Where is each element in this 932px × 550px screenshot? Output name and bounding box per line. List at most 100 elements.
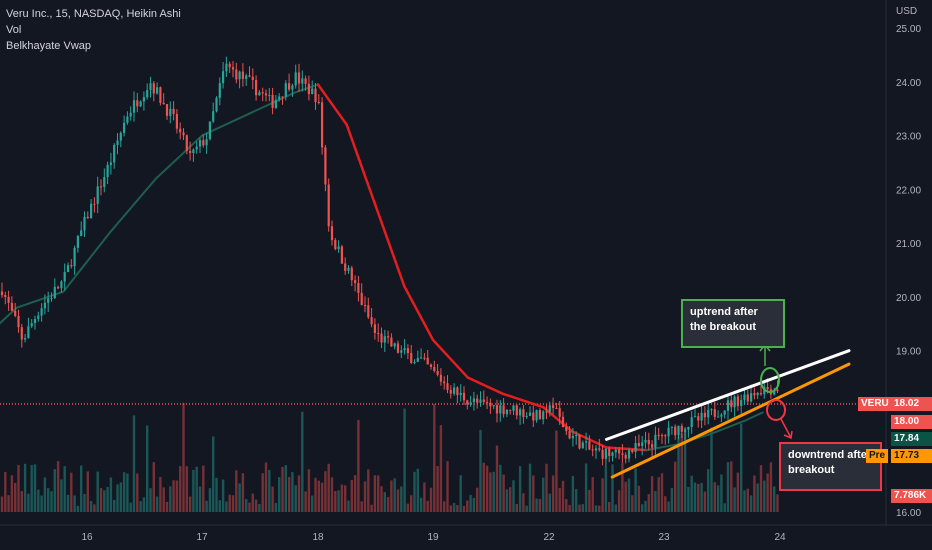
candle-body — [624, 454, 627, 459]
uptrend-breakout-circle — [760, 367, 780, 393]
candle-body — [581, 442, 584, 449]
symbol-tag-label: VERU — [861, 398, 889, 409]
candle-body — [99, 186, 103, 188]
candle-body — [548, 405, 551, 413]
volume-bar — [152, 462, 155, 512]
volume-bar — [707, 469, 710, 512]
volume-bar — [60, 479, 63, 512]
volume-bar — [56, 461, 60, 512]
candle-body — [350, 267, 353, 281]
candle-body — [123, 122, 126, 133]
candle-body — [674, 426, 677, 436]
volume-bar — [281, 466, 284, 512]
candle-body — [545, 411, 548, 413]
currency-label: USD — [896, 6, 918, 17]
vwap-segment — [403, 284, 435, 342]
candle-body — [420, 357, 423, 359]
volume-bar — [109, 477, 113, 512]
symbol-price-tag: VERU — [858, 397, 892, 411]
volume-bar — [462, 505, 466, 512]
candle-body — [723, 410, 726, 415]
volume-bar — [485, 465, 489, 512]
price-tick-label: 19.00 — [896, 347, 921, 358]
candle-body — [651, 444, 654, 448]
volume-bar — [588, 489, 591, 512]
volume-bar — [736, 472, 740, 512]
volume-bar — [241, 473, 245, 512]
candle-body — [433, 366, 436, 372]
candle-body — [264, 93, 268, 96]
volume-bar — [373, 475, 377, 512]
candle-body — [159, 87, 162, 103]
downtrend-annotation[interactable]: downtrend after breakout — [779, 442, 882, 491]
volume-bar — [532, 475, 535, 512]
candle-body — [585, 441, 588, 443]
volume-bar — [155, 496, 159, 512]
vwap-segment — [316, 83, 348, 127]
volume-bar — [113, 499, 116, 512]
candle-body — [637, 443, 640, 446]
candle-body — [611, 452, 614, 457]
symbol-title[interactable]: Veru Inc., 15, NASDAQ, Heikin Ashi — [6, 8, 181, 20]
candle-body — [274, 99, 277, 108]
volume-bar — [419, 497, 423, 512]
downtrend-annotation-text: downtrend after breakout — [788, 449, 872, 476]
volume-bar — [584, 463, 588, 512]
vwap-segment — [374, 204, 406, 288]
candle-body — [403, 348, 406, 351]
volume-bar — [221, 479, 225, 512]
volume-bar — [746, 488, 749, 512]
candle-body — [499, 405, 502, 414]
candle-body — [367, 305, 370, 318]
candle-body — [618, 449, 621, 454]
price-tick-label: 23.00 — [896, 132, 921, 143]
volume-bar — [383, 492, 386, 512]
candle-body — [776, 389, 779, 392]
volume-bar — [416, 468, 419, 512]
candle-body — [684, 429, 687, 432]
candle-body — [245, 75, 248, 79]
candle-body — [195, 146, 198, 150]
volume-bar — [264, 462, 268, 512]
candle-body — [156, 87, 159, 94]
vwap-indicator-label[interactable]: Belkhayate Vwap — [6, 40, 91, 52]
candle-body — [162, 102, 165, 105]
volume-bar — [268, 469, 271, 512]
trend-lines[interactable] — [605, 349, 851, 479]
volume-bar — [502, 474, 505, 512]
volume-bar — [73, 495, 76, 512]
volume-bar — [509, 487, 512, 512]
volume-bar — [439, 425, 443, 512]
candle-body — [736, 396, 739, 406]
candle-body — [139, 101, 142, 107]
candle-body — [519, 409, 522, 416]
candle-body — [185, 135, 188, 151]
candle-body — [571, 435, 574, 439]
volume-bar — [159, 476, 162, 512]
volume-bar — [492, 471, 495, 512]
volume-bar — [139, 501, 142, 512]
volume-bar — [93, 504, 96, 512]
volume-bar — [165, 501, 169, 512]
volume-bar — [142, 497, 146, 512]
candle-body — [241, 71, 244, 79]
candle-body — [37, 315, 40, 320]
uptrend-annotation[interactable]: uptrend after the breakout — [681, 299, 785, 348]
candle-body — [198, 140, 202, 147]
candle-body — [291, 85, 294, 90]
price-tick-label: 24.00 — [896, 78, 921, 89]
candle-body — [690, 417, 693, 427]
vwap-segment — [0, 306, 18, 325]
volume-bar — [192, 469, 195, 512]
volume-bar — [254, 499, 258, 512]
candle-body — [505, 409, 508, 415]
candle-body — [750, 393, 753, 402]
candle-body — [601, 449, 604, 459]
volume-indicator-label[interactable]: Vol — [6, 24, 22, 36]
uptrend-annotation-text: uptrend after the breakout — [690, 306, 758, 333]
volume-bar — [459, 475, 462, 512]
volume-bar — [261, 473, 264, 512]
belkhayate-vwap-line — [0, 83, 764, 452]
volume-bar — [608, 501, 611, 512]
